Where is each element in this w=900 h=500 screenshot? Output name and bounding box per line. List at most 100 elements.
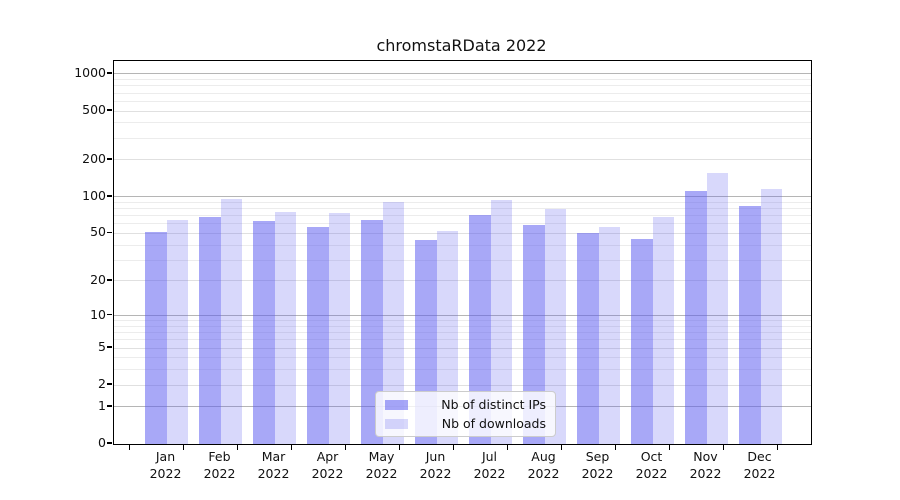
bar-downloads-feb xyxy=(220,198,242,444)
xtick-month-sep: Sep xyxy=(585,449,610,464)
xtick-label-feb: Feb 2022 xyxy=(193,449,247,482)
legend: Nb of distinct IPs Nb of downloads xyxy=(375,391,556,437)
ytick-label-500: 500 xyxy=(82,102,106,118)
xtick-label-dec: Dec 2022 xyxy=(733,449,787,482)
legend-swatch-distinct-ips xyxy=(385,399,408,410)
xtick-label-oct: Oct 2022 xyxy=(625,449,679,482)
bar-distinct-ips-oct xyxy=(631,238,653,444)
ytick-mark-1 xyxy=(107,405,112,407)
xtick-mark-7 xyxy=(506,444,509,450)
bar-downloads-may xyxy=(382,202,404,444)
legend-label-distinct-ips: Nb of distinct IPs xyxy=(441,397,546,412)
xtick-label-jan: Jan 2022 xyxy=(139,449,193,482)
bar-distinct-ips-aug xyxy=(523,224,545,444)
xtick-year-mar: 2022 xyxy=(257,465,290,481)
legend-item-distinct-ips: Nb of distinct IPs xyxy=(385,397,546,412)
legend-label-downloads: Nb of downloads xyxy=(441,416,546,431)
bar-distinct-ips-feb xyxy=(199,217,221,444)
gridline-300 xyxy=(114,137,811,139)
gridline-80 xyxy=(114,208,811,210)
gridline-600 xyxy=(114,100,811,102)
bar-distinct-ips-dec xyxy=(739,206,761,444)
gridline-7 xyxy=(114,332,811,334)
xtick-mark-4 xyxy=(344,444,347,450)
gridline-60 xyxy=(114,223,811,225)
plot-area xyxy=(113,60,812,445)
gridline-50 xyxy=(114,232,811,234)
bar-downloads-aug xyxy=(544,208,566,444)
gridline-40 xyxy=(114,244,811,246)
gridline-200 xyxy=(114,159,811,161)
ytick-label-20: 20 xyxy=(90,271,106,287)
xtick-year-nov: 2022 xyxy=(689,465,722,481)
bar-distinct-ips-jul xyxy=(469,214,491,444)
ytick-label-1: 1 xyxy=(98,397,106,413)
bar-distinct-ips-mar xyxy=(253,221,275,444)
bar-downloads-jan xyxy=(166,219,188,444)
xtick-month-jun: Jun xyxy=(425,449,446,464)
gridline-500 xyxy=(114,110,811,112)
gridline-20 xyxy=(114,280,811,282)
xtick-label-sep: Sep 2022 xyxy=(571,449,625,482)
xtick-mark-8 xyxy=(560,444,563,450)
gridline-2 xyxy=(114,384,811,386)
bar-distinct-ips-sep xyxy=(577,233,599,444)
xtick-year-feb: 2022 xyxy=(203,465,236,481)
xtick-month-feb: Feb xyxy=(208,449,231,464)
ytick-label-2: 2 xyxy=(98,376,106,392)
ytick-label-200: 200 xyxy=(82,150,106,166)
bar-distinct-ips-nov xyxy=(685,190,707,444)
gridline-4 xyxy=(114,357,811,359)
ytick-label-50: 50 xyxy=(90,224,106,240)
gridline-30 xyxy=(114,259,811,261)
gridline-70 xyxy=(114,215,811,217)
xtick-mark-12 xyxy=(776,444,779,450)
xtick-year-apr: 2022 xyxy=(311,465,344,481)
xtick-label-mar: Mar 2022 xyxy=(247,449,301,482)
xtick-month-jan: Jan xyxy=(155,449,176,464)
xtick-month-apr: Apr xyxy=(316,449,339,464)
xtick-month-oct: Oct xyxy=(640,449,663,464)
gridline-10 xyxy=(114,315,811,317)
xtick-mark-3 xyxy=(290,444,293,450)
xtick-label-nov: Nov 2022 xyxy=(679,449,733,482)
ytick-label-0: 0 xyxy=(98,435,106,450)
xtick-month-nov: Nov xyxy=(693,449,718,464)
xtick-month-mar: Mar xyxy=(261,449,286,464)
bar-distinct-ips-jan xyxy=(145,232,167,444)
xtick-label-jun: Jun 2022 xyxy=(409,449,463,482)
ytick-mark-200 xyxy=(107,158,112,160)
xtick-mark-2 xyxy=(236,444,239,450)
bar-distinct-ips-may xyxy=(361,220,383,444)
gridline-700 xyxy=(114,92,811,94)
gridline-8 xyxy=(114,325,811,327)
gridline-5 xyxy=(114,347,811,349)
gridline-6 xyxy=(114,339,811,341)
legend-item-downloads: Nb of downloads xyxy=(385,416,546,431)
xtick-label-apr: Apr 2022 xyxy=(301,449,355,482)
ytick-label-5: 5 xyxy=(98,339,106,355)
ytick-mark-0 xyxy=(107,442,112,444)
bar-distinct-ips-apr xyxy=(307,226,329,444)
xtick-mark-9 xyxy=(614,444,617,450)
bar-downloads-nov xyxy=(706,173,728,444)
ytick-mark-5 xyxy=(107,346,112,348)
gridline-3 xyxy=(114,369,811,371)
gridline-1000 xyxy=(114,73,811,75)
bar-downloads-jun xyxy=(436,231,458,444)
xtick-year-sep: 2022 xyxy=(581,465,614,481)
xtick-month-aug: Aug xyxy=(531,449,556,464)
gridline-9 xyxy=(114,320,811,322)
chart-title: chromstaRData 2022 xyxy=(376,36,547,55)
xtick-year-jun: 2022 xyxy=(419,465,452,481)
bar-downloads-jul xyxy=(490,199,512,444)
ytick-mark-100 xyxy=(107,195,112,197)
xtick-year-dec: 2022 xyxy=(743,465,776,481)
legend-swatch-downloads xyxy=(385,418,408,429)
xtick-mark-1 xyxy=(182,444,185,450)
gridline-800 xyxy=(114,85,811,87)
xtick-mark-11 xyxy=(722,444,725,450)
xtick-label-aug: Aug 2022 xyxy=(517,449,571,482)
ytick-mark-1000 xyxy=(107,72,112,74)
